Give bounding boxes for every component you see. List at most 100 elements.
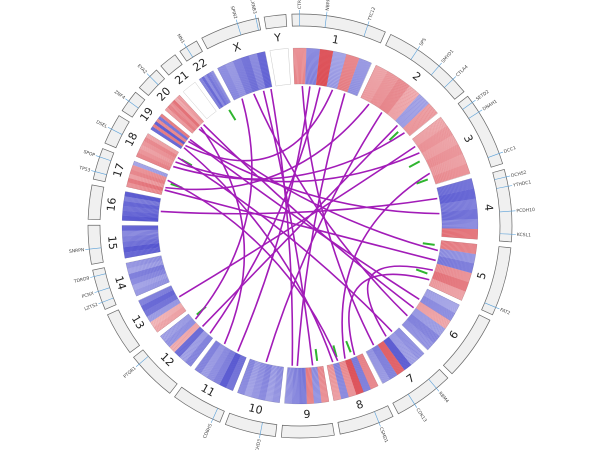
heat-stripe [414, 119, 444, 142]
heat-stripe [122, 235, 159, 239]
heat-stripe [380, 79, 401, 109]
chrom-label: 21 [172, 68, 191, 87]
chrom-label: 8 [354, 398, 365, 413]
gene-label: ZNF4 [113, 89, 126, 101]
heat-stripe [364, 67, 381, 100]
heat-stripe [441, 209, 478, 214]
heat-stripe [360, 65, 377, 98]
heat-stripe [166, 108, 194, 133]
heat-stripe [438, 187, 474, 196]
heat-stripe [405, 320, 434, 345]
heat-stripe [398, 97, 424, 124]
heat-stripe [128, 176, 164, 188]
heat-stripe [147, 298, 179, 318]
heat-stripe [441, 230, 478, 233]
heat-stripe [368, 350, 387, 382]
chrom-label: 1 [331, 33, 340, 47]
heat-stripe [351, 358, 366, 392]
heat-stripe [432, 162, 467, 176]
heat-stripe [344, 360, 356, 396]
heat-stripe [122, 232, 159, 236]
heat-stripe [441, 208, 478, 213]
heat-stripe [338, 362, 349, 398]
heat-stripe [219, 352, 236, 385]
heat-stripe [441, 233, 478, 236]
chrom-label: 3 [461, 133, 476, 145]
heat-stripe [387, 337, 410, 367]
heat-stripe [388, 336, 412, 365]
gene-tick [499, 210, 516, 213]
heat-stripe [201, 77, 222, 108]
heat-stripe [394, 331, 420, 359]
heat-stripe [409, 315, 439, 339]
heat-stripe [362, 66, 380, 99]
chrom-label: 7 [404, 371, 417, 386]
heat-stripe [123, 243, 160, 249]
heat-stripe [437, 181, 473, 191]
heat-stripe [406, 107, 434, 133]
chrom-label: 18 [122, 130, 140, 148]
heat-stripe [414, 120, 444, 143]
heat-stripe [342, 361, 355, 396]
heat-stripe [158, 117, 188, 140]
heat-stripe [122, 216, 159, 219]
chrom-label: 19 [137, 105, 156, 124]
heat-stripe [440, 201, 477, 208]
heat-stripe [141, 290, 174, 307]
ideogram [201, 17, 262, 50]
heat-stripe [356, 62, 372, 96]
heat-stripe [154, 308, 185, 330]
heat-stripe [200, 343, 221, 374]
heat-stripe [327, 51, 335, 87]
heat-stripe [129, 267, 165, 279]
gene-tick [235, 19, 242, 36]
heat-stripe [187, 335, 211, 365]
gene-label: PTCHD3 [253, 439, 262, 450]
point-mark [332, 345, 338, 358]
heat-stripe [241, 360, 254, 395]
heat-stripe [433, 272, 469, 286]
gene-label: KCSL1 [517, 232, 531, 239]
heat-stripe [154, 307, 184, 329]
heat-stripe [383, 340, 406, 371]
heat-stripe [287, 367, 291, 404]
heat-stripe [369, 349, 388, 382]
heat-stripe [246, 55, 259, 91]
heat-stripe [210, 348, 230, 381]
heat-stripe [347, 359, 360, 394]
ideogram [107, 309, 141, 354]
point-mark [422, 242, 435, 246]
heat-stripe [144, 139, 176, 158]
heat-stripe [426, 144, 459, 162]
heat-stripe [123, 206, 159, 211]
heat-stripe [435, 268, 470, 280]
link [265, 111, 383, 363]
heat-stripe [426, 146, 460, 163]
heat-stripe [170, 103, 198, 129]
heat-stripe [436, 263, 472, 274]
heat-stripe [369, 70, 388, 103]
heat-stripe [255, 53, 265, 89]
ideogram [442, 314, 491, 375]
heat-stripe [216, 351, 234, 384]
heat-stripe [260, 52, 269, 88]
heat-stripe [430, 157, 465, 172]
heat-stripe [411, 313, 440, 337]
ideogram [87, 224, 104, 265]
heat-stripe [405, 107, 433, 132]
heat-stripe [437, 262, 473, 273]
heat-stripe [423, 137, 455, 157]
heat-stripe [123, 241, 159, 246]
heat-stripe [417, 126, 448, 147]
heat-stripe [130, 270, 166, 282]
heat-stripe [412, 312, 442, 335]
heat-stripe [440, 248, 476, 256]
heat-stripe [346, 57, 359, 92]
heat-stripe [155, 308, 185, 331]
ideogram [92, 148, 115, 183]
heat-stripe [416, 306, 447, 328]
heat-stripe [413, 311, 443, 334]
heat-stripe [388, 336, 412, 366]
heat-stripe [319, 49, 325, 86]
heat-stripe [331, 52, 340, 88]
